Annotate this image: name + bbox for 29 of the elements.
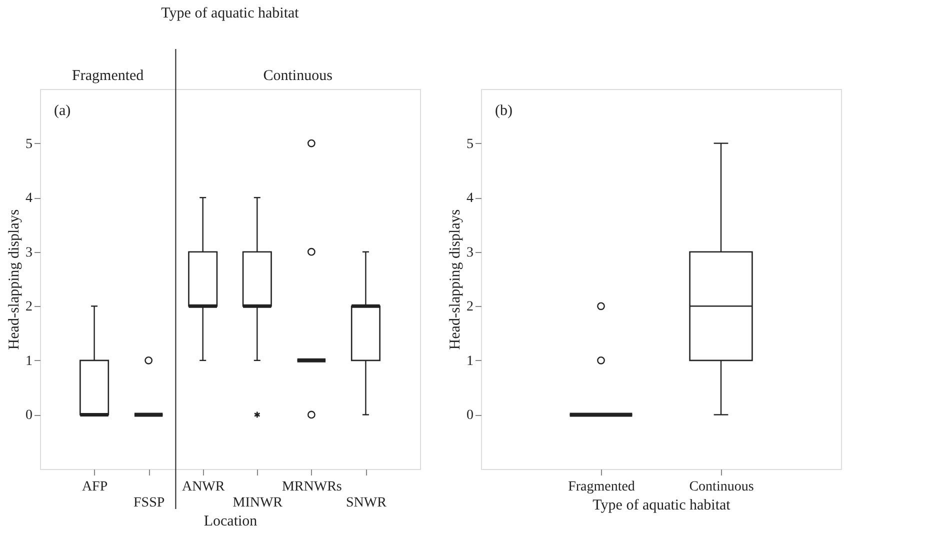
x-tick-label: Continuous: [689, 480, 754, 494]
annotation: (a): [54, 103, 71, 119]
annotation: (b): [495, 103, 512, 119]
y-tick-label: 2: [26, 300, 32, 315]
y-tick-label: 0: [466, 408, 474, 424]
y-tick-label: 5: [466, 136, 474, 152]
y-axis-title: Head-slapping displays: [6, 209, 22, 350]
y-tick-label: 2: [466, 300, 474, 315]
text: Continuous: [263, 68, 333, 84]
y-tick-label: 3: [26, 245, 32, 260]
y-tick-label: 1: [466, 354, 474, 369]
chart-title: Type of aquatic habitat: [161, 6, 300, 22]
x-tick-label: ANWR: [182, 480, 226, 494]
y-tick-label: 3: [466, 245, 474, 260]
y-tick-label: 4: [466, 191, 474, 206]
x-tick-label: MINWR: [232, 496, 284, 510]
x-tick-label: MRNWRs: [282, 480, 342, 494]
x-tick-label: SNWR: [346, 496, 388, 510]
y-axis-title: Head-slapping displays: [448, 209, 464, 350]
x-tick-label: AFP: [82, 480, 108, 494]
y-tick-label: 4: [26, 191, 32, 206]
y-tick-label: 1: [26, 354, 32, 369]
x-tick-label: FSSP: [133, 496, 165, 510]
text: Fragmented: [72, 68, 144, 84]
x-axis-title: Location: [204, 514, 258, 530]
x-tick-label: Fragmented: [568, 480, 635, 494]
y-tick-label: 0: [26, 408, 32, 424]
y-tick-label: 5: [26, 136, 32, 152]
x-axis-title: Type of aquatic habitat: [592, 498, 732, 514]
